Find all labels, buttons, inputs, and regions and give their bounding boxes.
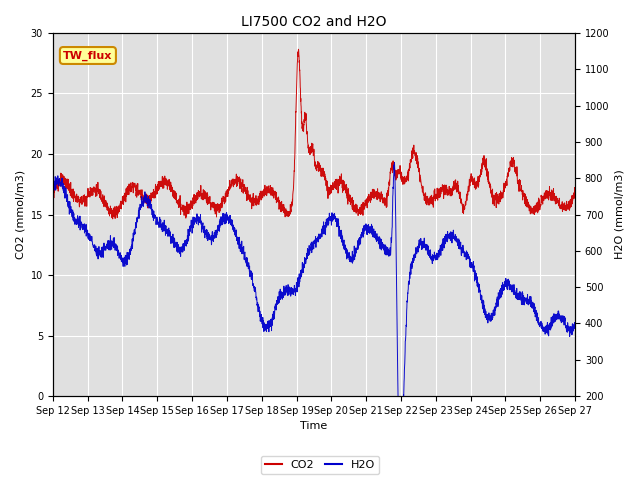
Y-axis label: CO2 (mmol/m3): CO2 (mmol/m3) — [15, 170, 25, 259]
Y-axis label: H2O (mmol/m3): H2O (mmol/m3) — [615, 169, 625, 259]
X-axis label: Time: Time — [300, 421, 328, 432]
Legend: CO2, H2O: CO2, H2O — [260, 456, 380, 474]
Title: LI7500 CO2 and H2O: LI7500 CO2 and H2O — [241, 15, 387, 29]
Text: TW_flux: TW_flux — [63, 50, 113, 60]
